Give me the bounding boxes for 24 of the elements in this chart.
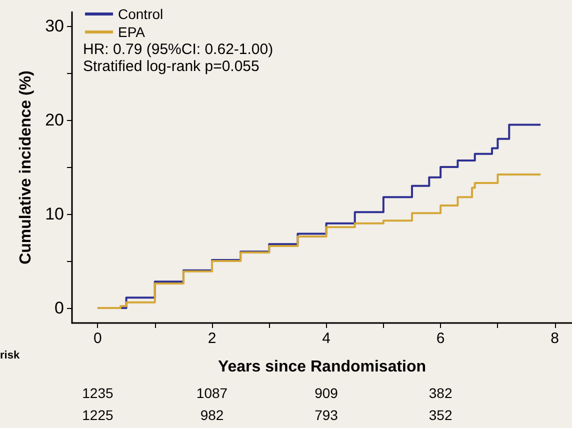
x-tick-label: 0 [94, 330, 102, 347]
text: 793 [314, 407, 338, 423]
text: 352 [428, 407, 452, 423]
x-tick-label: 2 [208, 330, 216, 347]
y-tick-label: 10 [45, 204, 64, 224]
y-tick-label: 30 [45, 16, 64, 36]
text: 1225 [82, 407, 114, 423]
annotation: Stratified log-rank p=0.055 [83, 58, 260, 75]
legend-label: Control [118, 6, 164, 22]
y-tick-label: 20 [45, 110, 64, 130]
x-tick-label: 8 [550, 330, 560, 347]
text: 1235 [82, 385, 114, 401]
x-axis-title: Years since Randomisation [218, 358, 426, 376]
legend-label: EPA [118, 24, 146, 40]
text: 1087 [196, 385, 228, 401]
text: 382 [428, 385, 452, 401]
y-axis-title: Cumulative incidence (%) [18, 70, 34, 264]
annotation: HR: 0.79 (95%CI: 0.62-1.00) [83, 41, 274, 58]
text: 982 [200, 407, 224, 423]
text: 909 [314, 385, 338, 401]
x-tick-label: 6 [436, 330, 445, 347]
text: risk [0, 350, 20, 362]
y-tick-label: 0 [54, 298, 64, 318]
x-tick-label: 4 [322, 330, 330, 347]
